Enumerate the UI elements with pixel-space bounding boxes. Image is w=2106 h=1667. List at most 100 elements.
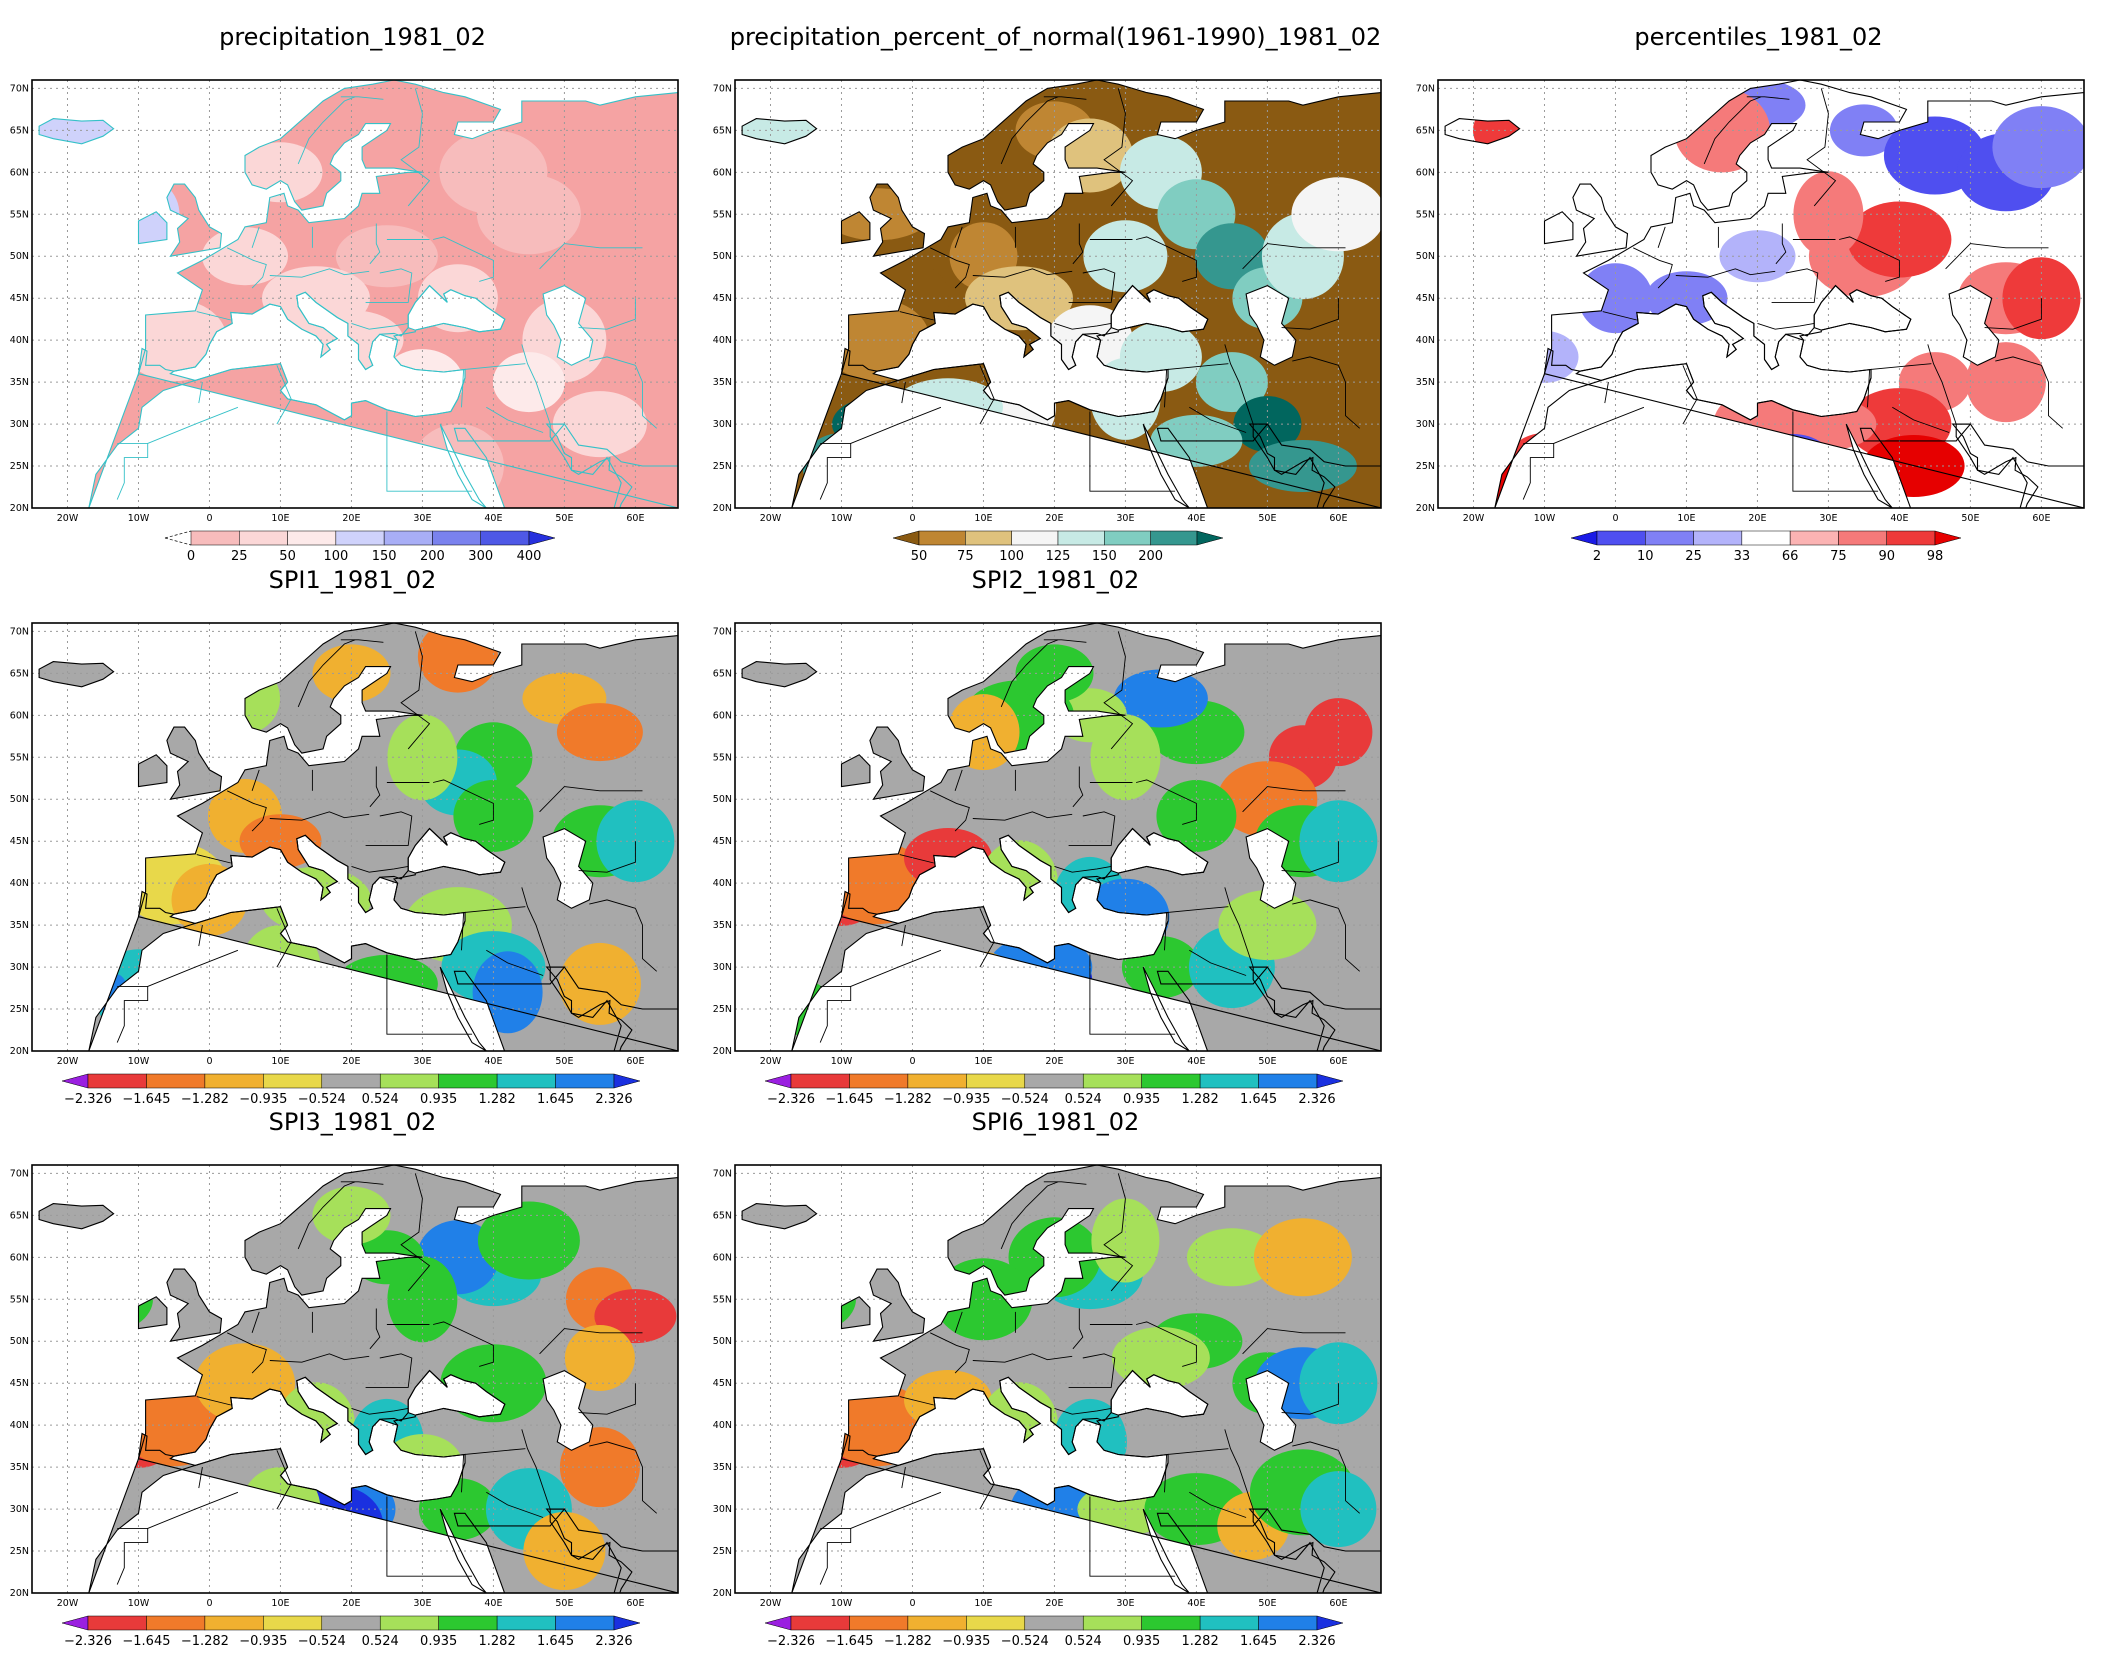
colorbar-tick-label: 1.645 [537,1634,574,1649]
sea-area [1111,285,1208,332]
country-border [1054,322,1112,330]
lon-tick-label: 30E [413,1598,431,1609]
lat-tick-label: 30N [10,962,29,973]
country-border [521,887,551,968]
coastline [1948,284,2000,366]
colorbar-tick-label: 98 [1927,549,1944,564]
panel-spi3: SPI3_1981_02 70N 65N 60N 55N 50N 45N 40N 35N 30N… [0,1107,705,1667]
lat-tick-label: 65N [10,668,29,679]
colorbar-tick-label: 0.935 [420,1634,457,1649]
colorbar-swatch [907,1073,967,1089]
field-cell [564,1325,635,1391]
colorbar-tick-label: 2.326 [595,1634,632,1649]
country-border [1522,442,1555,500]
colorbar-tick-label: 200 [420,549,445,564]
sea-area [1949,285,1999,366]
colorbar-tick-label: −2.326 [64,1634,112,1649]
country-border [1072,1308,1084,1350]
colorbar-swatch [263,1073,323,1089]
panel-title: SPI2_1981_02 [971,566,1140,594]
map-spi3: 70N 65N 60N 55N 50N 45N 40N 35N 30N 25N 20N 20W 10W 0… [10,1164,679,1609]
country-border [386,1496,473,1577]
country-border [1657,226,1666,248]
lat-tick-label: 45N [1416,293,1435,304]
field-cell [492,352,565,413]
coastline [407,284,506,333]
country-border [972,1353,1073,1363]
lat-tick-label: 55N [1416,209,1435,220]
colorbar-tick-label: 10 [1637,549,1654,564]
lat-tick-label: 40N [10,878,29,889]
colorbar-tick-label: 1.645 [537,1092,574,1107]
colorbar-swatch [496,1615,556,1631]
country-border [227,247,267,289]
country-border [1189,949,1247,976]
lat-tick-label: 30N [1416,419,1435,430]
country-border [351,1407,409,1415]
lat-tick-label: 65N [713,1210,732,1221]
colorbar-right-arrow [528,530,556,546]
colorbar-swatch [87,1615,147,1631]
colorbar-swatch [1741,530,1791,546]
panel-title: precipitation_percent_of_normal(1961-199… [729,23,1382,51]
coastline [1142,966,1190,1051]
colorbar-spi3: −2.326 −1.645 −1.282 −0.935 −0.524 0.524 0.935… [61,1615,641,1649]
coastline [1813,284,1912,333]
lat-tick-label: 55N [713,1294,732,1305]
lon-tick-label: 20E [1045,513,1063,524]
panel-spi6: SPI6_1981_02 70N 65N 60N 55N 50N 45N 40N 35N 30N… [703,1107,1408,1667]
lon-tick-label: 60E [626,513,644,524]
country-border [930,790,970,832]
country-border [369,1308,381,1350]
map-spi2: 70N 65N 60N 55N 50N 45N 40N 35N 30N 25N 20N 20W 10W 0… [713,622,1382,1067]
country-border [227,790,267,832]
country-border [1043,96,1087,100]
lon-tick-label: 20E [1748,513,1766,524]
field-cell [1847,201,1952,278]
lon-tick-label: 30E [1819,513,1837,524]
colorbar-swatch [1645,530,1694,546]
coastline [38,661,115,688]
lat-tick-label: 40N [713,1420,732,1431]
country-border [1164,1448,1229,1493]
colorbar-tick-label: 0 [187,549,195,564]
country-border [954,1311,963,1333]
colorbar-tick-label: 200 [1138,549,1163,564]
lat-tick-label: 20N [1416,503,1435,514]
coastline [840,211,871,245]
lon-tick-label: 60E [2032,513,2050,524]
coastline [169,291,466,421]
lon-tick-label: 30E [1116,1056,1134,1067]
colorbar-tick-label: 0.524 [362,1092,399,1107]
map-percent-of-normal: 70N 65N 60N 55N 50N 45N 40N 35N 30N 25N 20N 20W 10W 0… [713,79,1382,524]
lat-tick-label: 55N [713,752,732,763]
lat-tick-label: 70N [10,83,29,94]
colorbar-tick-label: 66 [1782,549,1799,564]
lon-tick-label: 0 [909,1598,915,1609]
country-border [269,811,370,821]
panel-spi2: SPI2_1981_02 70N 65N 60N 55N 50N 45N 40N 35N 30N… [703,565,1408,1125]
country-border [400,88,431,207]
colorbar-swatch [379,1615,439,1631]
country-border [850,406,942,444]
lon-tick-label: 20W [760,1056,782,1067]
country-border [365,1353,413,1388]
coastline [1575,291,1872,421]
country-border [400,631,431,750]
lon-tick-label: 30E [1116,1598,1134,1609]
colorbar-tick-label: 0.524 [1065,1092,1102,1107]
country-border [1072,766,1084,808]
sea-area [1576,292,1871,420]
colorbar-swatch [790,1073,850,1089]
map-frame [31,79,679,509]
lon-tick-label: 0 [206,513,212,524]
colorbar-tick-label: 75 [1830,549,1847,564]
coastline [169,1376,466,1506]
lat-tick-label: 30N [713,962,732,973]
colorbar-percent-of-normal: 50 75 100 125 150 200 [892,530,1224,564]
colorbar-tick-label: 400 [517,549,542,564]
country-border [1604,382,1609,404]
country-border [901,925,906,947]
sea-area [170,1377,465,1505]
country-border [979,365,995,425]
